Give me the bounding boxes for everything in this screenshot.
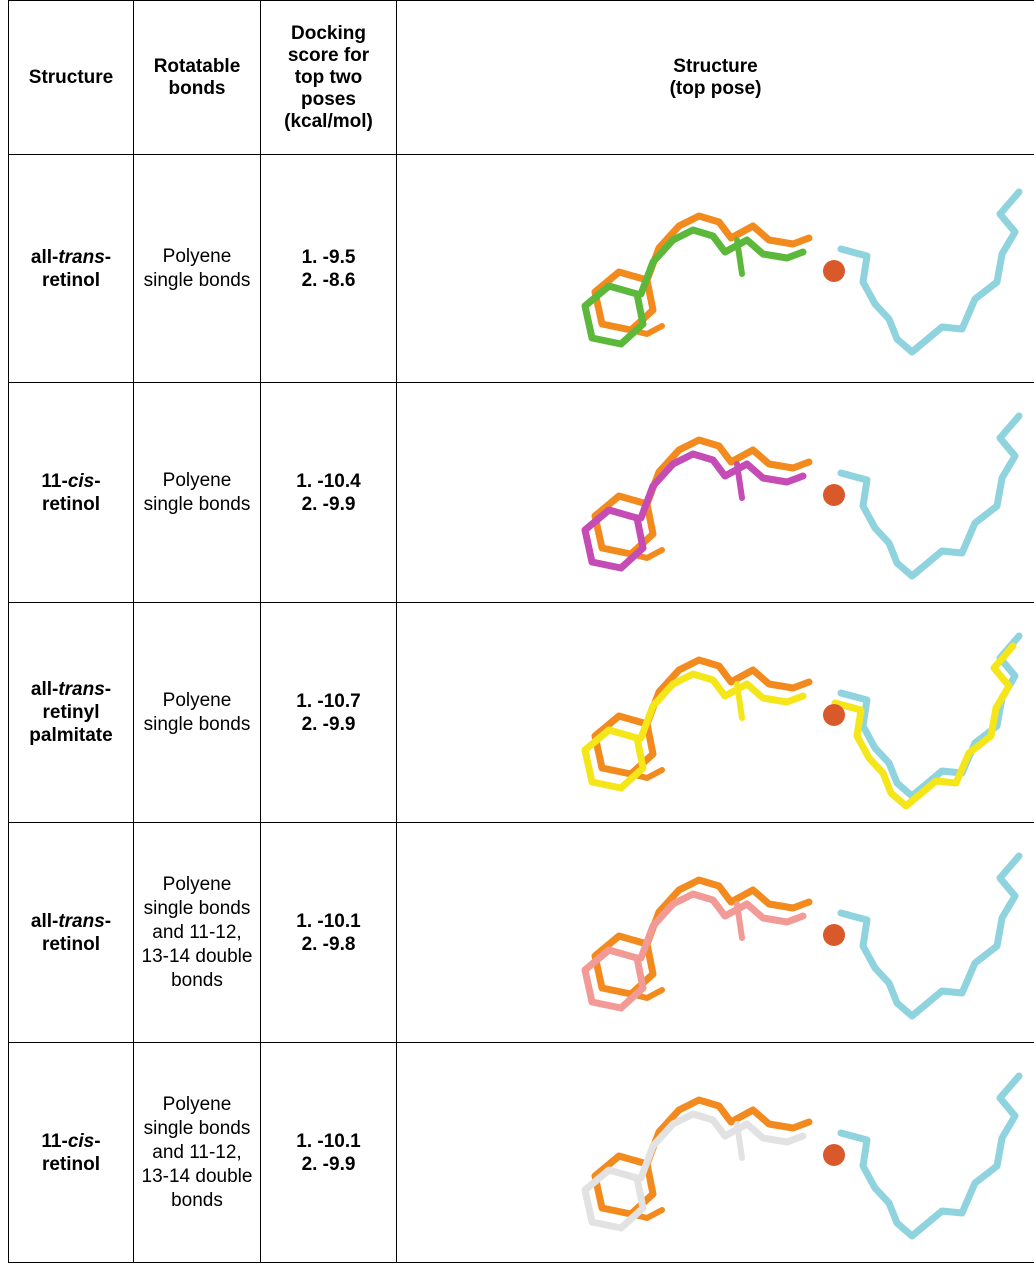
bonds-text: Polyene single bonds and 11-12, 13-14 do… [138,873,256,993]
pose-cell [397,383,1034,603]
score-text: 2. -9.9 [261,493,396,516]
score-text: 2. -9.8 [261,933,396,956]
bonds-cell: Polyene single bonds [134,155,261,383]
ion-sphere [823,704,845,726]
structure-cell: all-trans-retinol [9,155,134,383]
pose-image [397,608,1033,818]
pose-image [397,1048,1033,1258]
docking-table: Structure Rotatable bonds Docking score … [8,0,1034,1263]
bond-stick [841,192,1019,352]
pose-cell [397,1043,1034,1263]
score-text: 1. -10.1 [261,1130,396,1153]
bonds-cell: Polyene single bonds [134,603,261,823]
name-part: trans [58,247,104,268]
score-text: 1. -10.1 [261,910,396,933]
ion-sphere [823,1144,845,1166]
structure-name: all-trans-retinol [15,910,127,956]
name-part: trans [58,679,104,700]
bond-stick [585,730,643,788]
bond-stick [585,510,643,568]
score-text: 2. -9.9 [261,713,396,736]
bond-stick [841,856,1019,1016]
bond-stick [841,416,1019,576]
ion-sphere [823,484,845,506]
score-text: 1. -10.7 [261,690,396,713]
name-part: all- [31,247,58,268]
name-part: all- [31,679,58,700]
bond-stick [841,1076,1019,1236]
header-cell: Structure [9,1,134,155]
score-text: 2. -9.9 [261,1153,396,1176]
name-part: all- [31,911,58,932]
pose-cell [397,155,1034,383]
pose-cell [397,823,1034,1043]
bond-stick [585,950,643,1008]
score-text: 1. -10.4 [261,470,396,493]
bonds-cell: Polyene single bonds and 11-12, 13-14 do… [134,1043,261,1263]
bonds-cell: Polyene single bonds [134,383,261,603]
score-text: 2. -8.6 [261,269,396,292]
ion-sphere [823,260,845,282]
ion-sphere [823,924,845,946]
header-cell: Structure (top pose) [397,1,1034,155]
header-cell: Rotatable bonds [134,1,261,155]
score-text: 1. -9.5 [261,246,396,269]
structure-name: 11-cis-retinol [15,470,127,516]
bond-stick [585,286,643,344]
bonds-text: Polyene single bonds [138,245,256,293]
pose-cell [397,603,1034,823]
pose-image [397,164,1033,374]
pose-image [397,828,1033,1038]
structure-cell: 11-cis-retinol [9,1043,134,1263]
name-part: 11- [41,1131,67,1152]
bond-stick [585,1170,643,1228]
bonds-text: Polyene single bonds [138,469,256,517]
name-part: cis [68,471,94,492]
bonds-cell: Polyene single bonds and 11-12, 13-14 do… [134,823,261,1043]
header-row: Structure Rotatable bonds Docking score … [9,1,1034,155]
name-part: 11- [41,471,67,492]
structure-name: all-trans-retinol [15,246,127,292]
bonds-text: Polyene single bonds and 11-12, 13-14 do… [138,1093,256,1213]
bonds-text: Polyene single bonds [138,689,256,737]
name-part: cis [68,1131,94,1152]
header-text: Structure (top pose) [661,56,771,100]
header-text: Docking score for top two poses (kcal/mo… [273,23,385,133]
structure-cell: all-trans-retinol [9,823,134,1043]
header-cell: Docking score for top two poses (kcal/mo… [261,1,397,155]
structure-cell: 11-cis-retinol [9,383,134,603]
pose-image [397,388,1033,598]
structure-name: all-trans-retinyl palmitate [15,678,127,747]
name-part: trans [58,911,104,932]
structure-cell: all-trans-retinyl palmitate [9,603,134,823]
header-text: Rotatable bonds [141,56,253,100]
structure-name: 11-cis-retinol [15,1130,127,1176]
header-text: Structure [29,67,113,89]
